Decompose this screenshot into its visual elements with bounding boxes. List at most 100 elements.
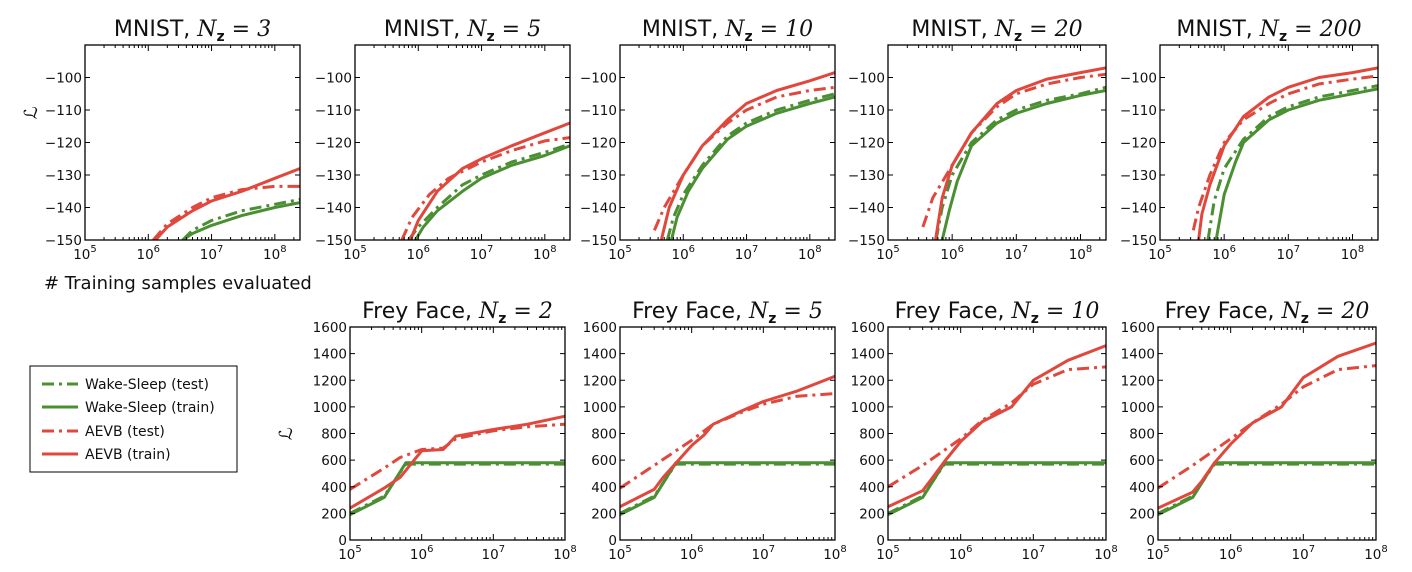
y-tick-label: −140 <box>580 201 617 217</box>
panel-title: Frey Face, Nz = 10 <box>895 299 1100 327</box>
x-tick-label: 108 <box>1364 544 1388 563</box>
y-tick-label: −130 <box>848 168 885 184</box>
series-line-aevb-train <box>888 346 1106 507</box>
y-tick-label: −100 <box>45 71 82 87</box>
x-tick-label: 106 <box>136 244 160 263</box>
series-line-wake-sleep-test <box>888 464 1106 513</box>
panel-title: MNIST, Nz = 20 <box>911 17 1082 45</box>
series-line-aevb-test <box>350 424 565 489</box>
panel-title: MNIST, Nz = 200 <box>1176 17 1361 45</box>
legend-label-aevb-test: AEVB (test) <box>85 424 165 440</box>
series-line-aevb-test <box>888 367 1106 487</box>
x-tick-label: 107 <box>1277 244 1301 263</box>
legend-label-aevb-train: AEVB (train) <box>85 447 171 463</box>
y-tick-label: −120 <box>580 136 617 152</box>
y-tick-label: −110 <box>315 103 352 119</box>
y-tick-label: 400 <box>859 480 885 496</box>
x-tick-label: 108 <box>1069 244 1093 263</box>
y-tick-label: −110 <box>1120 103 1157 119</box>
y-tick-label: 1000 <box>851 400 885 416</box>
x-tick-label: 105 <box>1148 244 1172 263</box>
series-line-wake-sleep-test <box>936 87 1106 240</box>
y-tick-label: −120 <box>848 136 885 152</box>
panel-4: −100−110−120−130−140−150105 106 107 108MNIS… <box>1120 17 1378 263</box>
y-tick-label: 200 <box>859 506 885 522</box>
axes-frame <box>620 327 835 540</box>
x-tick-label: 107 <box>1005 244 1029 263</box>
y-tick-label: 800 <box>859 427 885 443</box>
y-tick-label: −130 <box>315 168 352 184</box>
x-tick-label: 108 <box>1094 544 1118 563</box>
axes-frame <box>1158 327 1376 540</box>
y-tick-label: −110 <box>848 103 885 119</box>
x-tick-label: 105 <box>876 544 900 563</box>
y-tick-label: 800 <box>591 427 617 443</box>
y-tick-label: −100 <box>848 71 885 87</box>
x-tick-label: 106 <box>680 544 704 563</box>
x-tick-label: 107 <box>735 244 759 263</box>
x-tick-label: 106 <box>410 544 434 563</box>
x-tick-label: 106 <box>940 244 964 263</box>
x-tick-label: 108 <box>1341 244 1365 263</box>
legend: Wake-Sleep (test) Wake-Sleep (train) AEV… <box>30 366 237 472</box>
x-tick-label: 105 <box>73 244 97 263</box>
y-tick-label: 1600 <box>851 320 885 336</box>
y-tick-label: 1600 <box>1121 320 1155 336</box>
x-tick-label: 106 <box>671 244 695 263</box>
x-tick-label: 105 <box>876 244 900 263</box>
x-tick-label: 108 <box>823 544 847 563</box>
panel-title: MNIST, Nz = 5 <box>384 17 541 45</box>
series-line-aevb-test <box>620 394 835 489</box>
series-line-wake-sleep-train <box>671 97 835 240</box>
y-tick-label: 400 <box>321 480 347 496</box>
y-tick-label: −100 <box>1120 71 1157 87</box>
x-tick-label: 108 <box>798 244 822 263</box>
series-line-wake-sleep-train <box>942 91 1106 241</box>
y-tick-label: 1200 <box>583 373 617 389</box>
y-tick-label: −120 <box>45 136 82 152</box>
y-tick-label: −100 <box>315 71 352 87</box>
y-tick-label: −120 <box>1120 136 1157 152</box>
axes-frame <box>355 45 570 240</box>
y-tick-label: 1400 <box>851 347 885 363</box>
panel-title: MNIST, Nz = 10 <box>642 17 813 45</box>
series-line-aevb-test <box>1158 366 1376 489</box>
x-tick-label: 105 <box>338 544 362 563</box>
series-line-wake-sleep-test <box>1158 464 1376 513</box>
y-tick-label: 600 <box>591 453 617 469</box>
panel-7: 16001400120010008006004002000105 106 107 10… <box>851 299 1118 563</box>
panel-title: MNIST, Nz = 3 <box>114 17 271 45</box>
x-tick-label: 107 <box>470 244 494 263</box>
x-tick-label: 106 <box>1219 544 1243 563</box>
y-tick-label: 1000 <box>1121 400 1155 416</box>
y-tick-label: 1000 <box>313 400 347 416</box>
series-line-aevb-train <box>661 73 835 240</box>
y-tick-label: 200 <box>591 506 617 522</box>
legend-label-wake-sleep-train: Wake-Sleep (train) <box>85 400 215 416</box>
x-tick-label: 106 <box>406 244 430 263</box>
legend-label-wake-sleep-test: Wake-Sleep (test) <box>85 377 209 393</box>
axes-frame <box>620 45 835 240</box>
y-tick-label: 1600 <box>583 320 617 336</box>
series-line-wake-sleep-train <box>888 463 1106 515</box>
y-tick-label: −140 <box>315 201 352 217</box>
y-tick-label: −110 <box>580 103 617 119</box>
y-tick-label: 1400 <box>313 347 347 363</box>
x-tick-label: 106 <box>1212 244 1236 263</box>
series-line-wake-sleep-train <box>1158 463 1376 515</box>
figure: −100−110−120−130−140−150105 106 107 108MNIS… <box>0 0 1412 572</box>
y-tick-label: −120 <box>315 136 352 152</box>
y-tick-label: −100 <box>580 71 617 87</box>
series-line-wake-sleep-test <box>667 94 835 240</box>
x-tick-label: 105 <box>343 244 367 263</box>
y-tick-label: 1400 <box>583 347 617 363</box>
y-tick-label: 600 <box>321 453 347 469</box>
y-axis-label: ℒ <box>21 106 42 119</box>
y-tick-label: 1200 <box>313 373 347 389</box>
y-tick-label: 1000 <box>583 400 617 416</box>
y-tick-label: 200 <box>321 506 347 522</box>
